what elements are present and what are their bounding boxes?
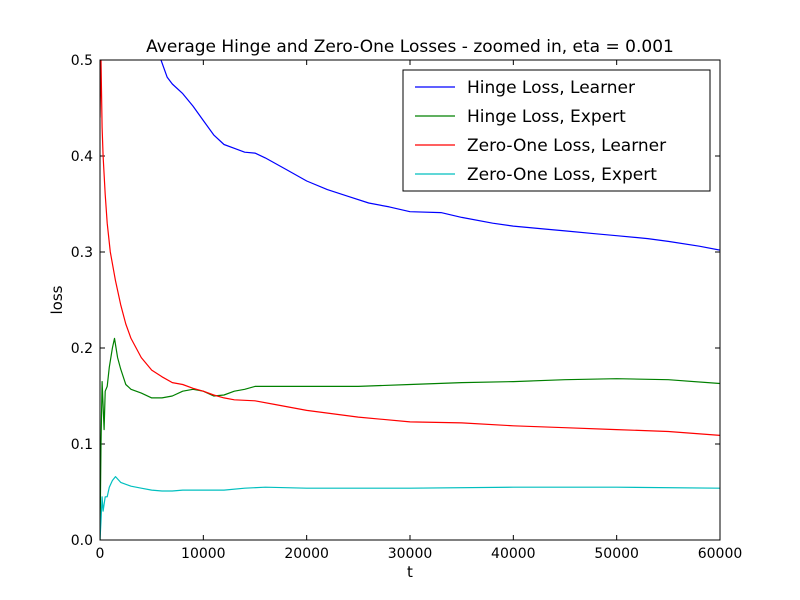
y-tick-label: 0.0: [71, 533, 93, 549]
y-tick-label: 0.5: [71, 53, 93, 69]
x-tick-label: 50000: [594, 546, 639, 562]
plot-area-frame: [99, 59, 721, 541]
legend-label: Hinge Loss, Learner: [467, 78, 635, 98]
legend-label: Hinge Loss, Expert: [467, 107, 626, 127]
chart-title: Average Hinge and Zero-One Losses - zoom…: [146, 37, 674, 57]
series-line-4: [100, 476, 720, 540]
x-axis-label: t: [407, 563, 413, 581]
axis-tick-labels: 0 10000 20000 30000 40000 50000 60000 0.0 0.1 0.2…: [71, 53, 743, 562]
legend-label: Zero-One Loss, Expert: [467, 165, 657, 185]
y-tick-label: 0.4: [71, 149, 93, 165]
x-tick-label: 10000: [181, 546, 226, 562]
series-lines: [100, 60, 720, 540]
x-tick-label: 20000: [284, 546, 329, 562]
series-line-3: [100, 60, 720, 436]
x-tick-label: 30000: [388, 546, 433, 562]
legend-box: [402, 69, 711, 192]
y-tick-label: 0.3: [71, 245, 93, 261]
series-line-2: [100, 337, 720, 540]
legend-label: Zero-One Loss, Learner: [467, 136, 666, 156]
series-line-1: [160, 60, 720, 251]
x-tick-label: 0: [96, 546, 105, 562]
y-axis-label: loss: [48, 285, 66, 314]
x-tick-label: 60000: [698, 546, 743, 562]
x-tick-label: 40000: [491, 546, 536, 562]
y-tick-label: 0.1: [71, 437, 93, 453]
y-tick-label: 0.2: [71, 341, 93, 357]
legend: Hinge Loss, Learner Hinge Loss, Expert Zer…: [402, 69, 711, 192]
